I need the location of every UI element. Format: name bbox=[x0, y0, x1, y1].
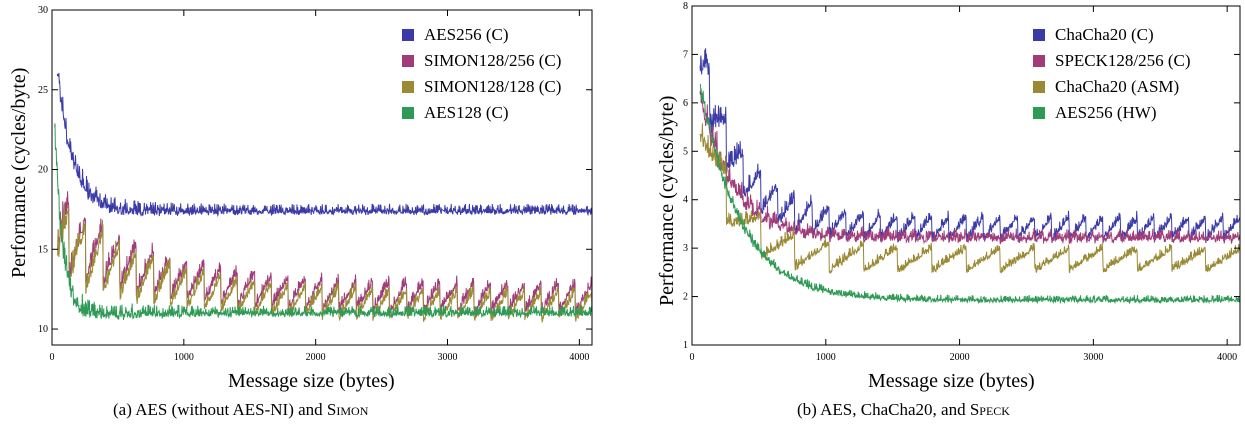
series-line-4 bbox=[699, 83, 1240, 305]
legend-item: AES128 (C) bbox=[402, 100, 561, 126]
legend-label: ChaCha20 (C) bbox=[1055, 25, 1154, 44]
legend-swatch bbox=[402, 107, 414, 119]
caption-a-prefix: (a) bbox=[113, 400, 132, 419]
x-tick-label: 4000 bbox=[569, 352, 589, 363]
caption-b-prefix: (b) bbox=[797, 400, 817, 419]
legend-item: SIMON128/256 (C) bbox=[402, 48, 561, 74]
x-tick-label: 4000 bbox=[1217, 352, 1237, 363]
series-line-2 bbox=[699, 89, 1240, 245]
plot-frame bbox=[51, 9, 593, 346]
caption-b-text: AES, ChaCha20, and bbox=[820, 400, 970, 419]
legend-swatch bbox=[402, 29, 414, 41]
series-line-3 bbox=[699, 123, 1240, 275]
chart-a-legend: AES256 (C) SIMON128/256 (C) SIMON128/128 (… bbox=[402, 22, 561, 126]
chart-a-x-axis-label: Message size (bytes) bbox=[228, 370, 395, 392]
chart-b-legend: ChaCha20 (C) SPECK128/256 (C) ChaCha20 (AS… bbox=[1033, 22, 1191, 126]
chart-b-y-axis-label: Performance (cycles/byte) bbox=[656, 95, 678, 306]
y-tick-label: 20 bbox=[38, 165, 48, 176]
series-line-1 bbox=[56, 72, 592, 218]
y-tick-label: 7 bbox=[683, 49, 688, 60]
legend-item: ChaCha20 (C) bbox=[1033, 22, 1191, 48]
x-tick-label: 0 bbox=[50, 352, 55, 363]
legend-label: SIMON128/256 (C) bbox=[424, 51, 562, 70]
chart-b-svg: 0 1000 2000 3000 4000 1 2 3 4 5 6 7 8 bbox=[683, 1, 1241, 363]
legend-item: AES256 (C) bbox=[402, 22, 561, 48]
y-tick-label: 1 bbox=[683, 340, 688, 351]
legend-item: SIMON128/128 (C) bbox=[402, 74, 561, 100]
x-tick-label: 2000 bbox=[950, 352, 970, 363]
legend-swatch bbox=[402, 81, 414, 93]
y-tick-label: 2 bbox=[683, 292, 688, 303]
x-tick-label: 3000 bbox=[1083, 352, 1103, 363]
x-tick-label: 1000 bbox=[816, 352, 836, 363]
legend-label: AES256 (HW) bbox=[1055, 103, 1157, 122]
figure-panel-b: 0 1000 2000 3000 4000 1 2 3 4 5 6 7 8 Performance (c… bbox=[622, 0, 1245, 429]
x-tick-label: 2000 bbox=[306, 352, 326, 363]
legend-label: AES256 (C) bbox=[424, 25, 509, 44]
chart-a-y-axis-label: Performance (cycles/byte) bbox=[8, 67, 30, 278]
legend-label: SPECK128/256 (C) bbox=[1055, 51, 1191, 70]
legend-label: AES128 (C) bbox=[424, 103, 509, 122]
legend-label: ChaCha20 (ASM) bbox=[1055, 77, 1180, 96]
y-tick-label: 4 bbox=[683, 195, 688, 206]
series-line-4 bbox=[54, 123, 592, 320]
caption-b-smallcaps: Speck bbox=[969, 400, 1010, 419]
caption-a-text: AES (without AES-NI) and bbox=[135, 400, 327, 419]
legend-swatch bbox=[1033, 55, 1045, 67]
y-tick-label: 8 bbox=[683, 1, 688, 12]
legend-swatch bbox=[1033, 29, 1045, 41]
y-tick-label: 3 bbox=[683, 243, 688, 254]
legend-swatch bbox=[1033, 81, 1045, 93]
caption-b: (b) AES, ChaCha20, and Speck bbox=[797, 400, 1010, 420]
caption-a: (a) AES (without AES-NI) and Simon bbox=[113, 400, 368, 420]
y-tick-label: 15 bbox=[38, 244, 48, 255]
y-tick-label: 30 bbox=[38, 5, 48, 16]
y-tick-label: 5 bbox=[683, 146, 688, 157]
chart-b-x-axis-label: Message size (bytes) bbox=[868, 370, 1035, 392]
plot-frame bbox=[691, 5, 1241, 346]
legend-item: SPECK128/256 (C) bbox=[1033, 48, 1191, 74]
x-tick-label: 1000 bbox=[174, 352, 194, 363]
chart-a-svg: 0 1000 2000 3000 4000 10 15 20 25 30 bbox=[38, 5, 593, 363]
figure-panel-a: 0 1000 2000 3000 4000 10 15 20 25 30 Performance … bbox=[0, 0, 622, 429]
legend-item: AES256 (HW) bbox=[1033, 100, 1191, 126]
x-tick-label: 3000 bbox=[438, 352, 458, 363]
legend-label: SIMON128/128 (C) bbox=[424, 77, 562, 96]
y-tick-label: 6 bbox=[683, 98, 688, 109]
caption-a-smallcaps: Simon bbox=[326, 400, 369, 419]
y-tick-label: 10 bbox=[38, 324, 48, 335]
legend-swatch bbox=[402, 55, 414, 67]
legend-item: ChaCha20 (ASM) bbox=[1033, 74, 1191, 100]
y-tick-label: 25 bbox=[38, 85, 48, 96]
legend-swatch bbox=[1033, 107, 1045, 119]
x-tick-label: 0 bbox=[690, 352, 695, 363]
